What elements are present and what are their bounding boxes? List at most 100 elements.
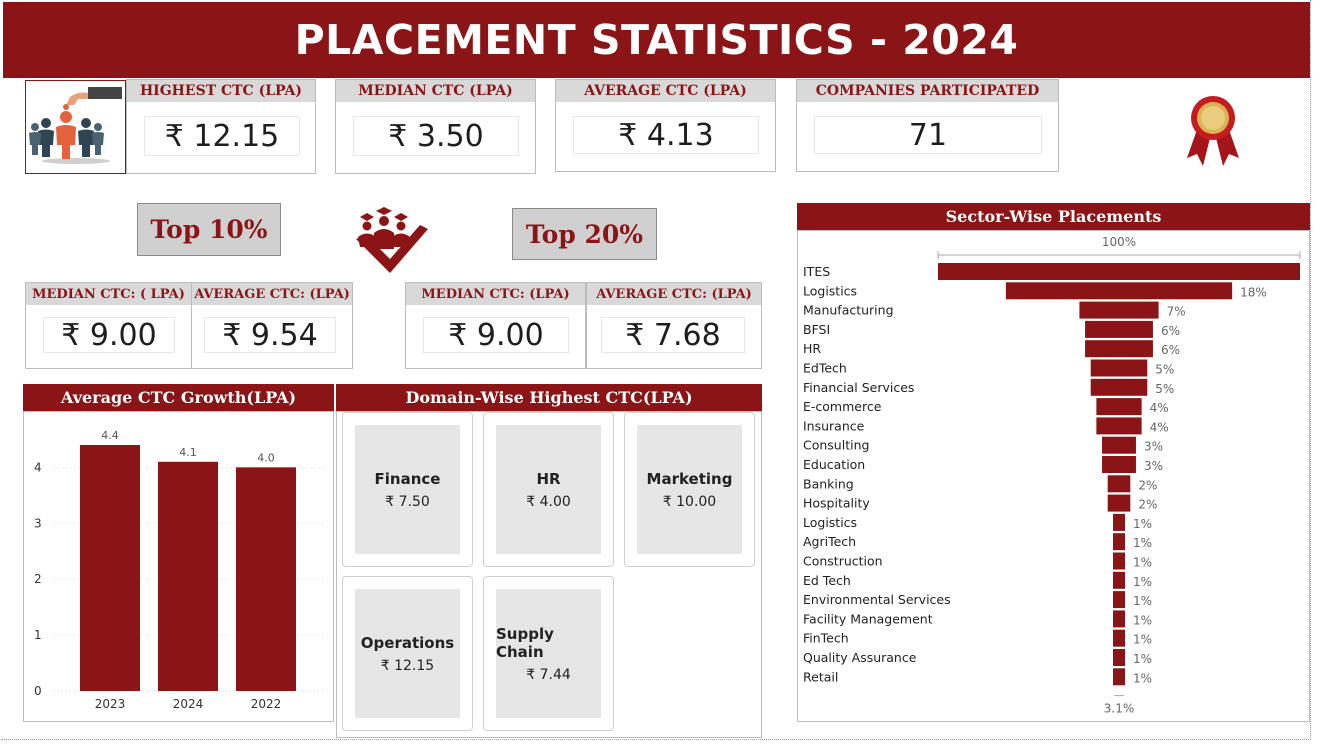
top20-title: Top 20% bbox=[512, 208, 657, 260]
sector-bar bbox=[1102, 456, 1136, 473]
sector-category-label: EdTech bbox=[803, 361, 847, 376]
kpi-highest-value: ₹ 12.15 bbox=[144, 116, 300, 156]
domain-name: Finance bbox=[374, 469, 441, 488]
domain-value: ₹ 4.00 bbox=[526, 493, 571, 510]
sector-bar bbox=[1113, 533, 1125, 551]
growth-x-tick: 2024 bbox=[173, 697, 204, 711]
domain-card: HR ₹ 4.00 bbox=[483, 412, 614, 567]
domain-card: Operations ₹ 12.15 bbox=[342, 576, 473, 731]
sector-panel: 100% ITES Logistics 18% Manufacturing 7% BFSI 6… bbox=[797, 230, 1310, 722]
sector-bar bbox=[1113, 668, 1125, 686]
sector-bottom-label: 3.1% bbox=[1104, 702, 1135, 716]
growth-y-tick: 1 bbox=[34, 628, 42, 642]
sector-top-label: 100% bbox=[1102, 235, 1136, 249]
top10-median: MEDIAN CTC: ( LPA) ₹ 9.00 bbox=[25, 282, 192, 369]
sector-data-label: 2% bbox=[1138, 498, 1157, 512]
kpi-companies-label: COMPANIES PARTICIPATED bbox=[797, 80, 1058, 102]
top10-title: Top 10% bbox=[137, 203, 281, 256]
sector-category-label: AgriTech bbox=[803, 534, 856, 549]
sector-category-label: Facility Management bbox=[803, 611, 933, 626]
page-title: PLACEMENT STATISTICS - 2024 bbox=[3, 2, 1310, 78]
growth-x-tick: 2023 bbox=[95, 697, 126, 711]
top20-median-label: MEDIAN CTC: (LPA) bbox=[406, 283, 585, 305]
domain-panel: Finance ₹ 7.50 HR ₹ 4.00 Marketing ₹ 10.00 Ope… bbox=[336, 411, 762, 738]
sector-data-label: 1% bbox=[1133, 633, 1152, 647]
sector-bar bbox=[1107, 494, 1131, 512]
sector-bar bbox=[1079, 301, 1159, 319]
sector-data-label: 3% bbox=[1144, 459, 1163, 473]
kpi-companies: COMPANIES PARTICIPATED 71 bbox=[796, 79, 1059, 172]
growth-panel: 0 1 2 3 4 4.4 2023 4.1 2024 4.0 2022 bbox=[23, 411, 334, 722]
domain-card-inner: Operations ₹ 12.15 bbox=[355, 589, 460, 718]
growth-y-tick: 2 bbox=[34, 572, 42, 586]
growth-y-tick: 0 bbox=[34, 684, 42, 698]
sector-bar bbox=[1113, 591, 1125, 609]
domain-name: HR bbox=[536, 469, 561, 488]
growth-y-tick: 4 bbox=[34, 460, 42, 474]
growth-chart: 0 1 2 3 4 4.4 2023 4.1 2024 4.0 2022 bbox=[34, 429, 324, 711]
sector-category-label: ITES bbox=[803, 264, 830, 279]
domain-value: ₹ 10.00 bbox=[662, 493, 717, 510]
growth-bar bbox=[236, 467, 296, 691]
domain-card: Finance ₹ 7.50 bbox=[342, 412, 473, 567]
domain-card-inner: HR ₹ 4.00 bbox=[496, 425, 601, 554]
sector-data-label: 1% bbox=[1133, 556, 1152, 570]
sector-category-label: Ed Tech bbox=[803, 573, 851, 588]
kpi-highest-ctc: HIGHEST CTC (LPA) ₹ 12.15 bbox=[126, 79, 316, 174]
sector-category-label: Logistics bbox=[803, 283, 857, 298]
page-frame bbox=[1, 0, 1311, 740]
sector-category-label: Insurance bbox=[803, 418, 865, 433]
sector-data-label: 1% bbox=[1133, 594, 1152, 608]
sector-bar bbox=[1005, 282, 1233, 300]
sector-bar bbox=[938, 263, 1300, 280]
sector-data-label: 18% bbox=[1240, 285, 1267, 299]
top20-average-value: ₹ 7.68 bbox=[601, 317, 745, 353]
sector-category-label: BFSI bbox=[803, 322, 830, 337]
growth-data-label: 4.4 bbox=[101, 429, 119, 442]
kpi-median-ctc: MEDIAN CTC (LPA) ₹ 3.50 bbox=[335, 79, 536, 174]
top10-average-value: ₹ 9.54 bbox=[204, 317, 336, 353]
sector-category-label: Logistics bbox=[803, 515, 857, 530]
domain-value: ₹ 7.44 bbox=[526, 666, 571, 683]
sector-bar bbox=[1113, 629, 1125, 647]
sector-category-label: FinTech bbox=[803, 631, 849, 646]
sector-category-label: HR bbox=[803, 341, 821, 356]
sector-data-label: 1% bbox=[1133, 517, 1152, 531]
sector-data-label: 1% bbox=[1133, 671, 1152, 685]
domain-card: Marketing ₹ 10.00 bbox=[624, 412, 755, 567]
medal-icon bbox=[1183, 94, 1243, 168]
top20-average-label: AVERAGE CTC: (LPA) bbox=[587, 283, 761, 305]
domain-name: Marketing bbox=[646, 469, 733, 488]
sector-category-label: Quality Assurance bbox=[803, 650, 917, 665]
sector-bar bbox=[1096, 398, 1142, 416]
domain-card-inner: Supply Chain ₹ 7.44 bbox=[496, 589, 601, 718]
domain-value: ₹ 12.15 bbox=[380, 657, 435, 674]
people-handshake-icon bbox=[25, 80, 126, 174]
domain-name: Supply Chain bbox=[496, 624, 554, 661]
sector-data-label: 2% bbox=[1138, 478, 1157, 492]
top10-median-value: ₹ 9.00 bbox=[43, 317, 175, 353]
growth-data-label: 4.1 bbox=[179, 446, 197, 459]
top10-median-label: MEDIAN CTC: ( LPA) bbox=[26, 283, 191, 305]
sector-bar bbox=[1113, 513, 1125, 531]
growth-x-tick: 2022 bbox=[251, 697, 282, 711]
sector-data-label: 1% bbox=[1133, 536, 1152, 550]
sector-data-label: 6% bbox=[1161, 324, 1180, 338]
sector-data-label: 5% bbox=[1155, 382, 1174, 396]
sector-bar bbox=[1085, 340, 1153, 358]
domain-card-inner: Finance ₹ 7.50 bbox=[355, 425, 460, 554]
sector-data-label: 5% bbox=[1155, 363, 1174, 377]
top10-average: AVERAGE CTC: (LPA) ₹ 9.54 bbox=[191, 282, 353, 369]
domain-card-inner: Marketing ₹ 10.00 bbox=[637, 425, 742, 554]
sector-bar bbox=[1113, 610, 1125, 628]
sector-category-label: E-commerce bbox=[803, 399, 882, 414]
growth-bar bbox=[158, 461, 218, 691]
kpi-average-label: AVERAGE CTC (LPA) bbox=[556, 80, 775, 102]
sector-bar bbox=[1113, 649, 1125, 666]
sector-data-label: 1% bbox=[1133, 613, 1152, 627]
graduates-icon bbox=[352, 203, 430, 275]
domain-panel-title: Domain-Wise Highest CTC(LPA) bbox=[336, 384, 762, 411]
growth-y-tick: 3 bbox=[34, 516, 42, 530]
sector-bar bbox=[1096, 417, 1142, 435]
sector-data-label: 4% bbox=[1150, 420, 1169, 434]
